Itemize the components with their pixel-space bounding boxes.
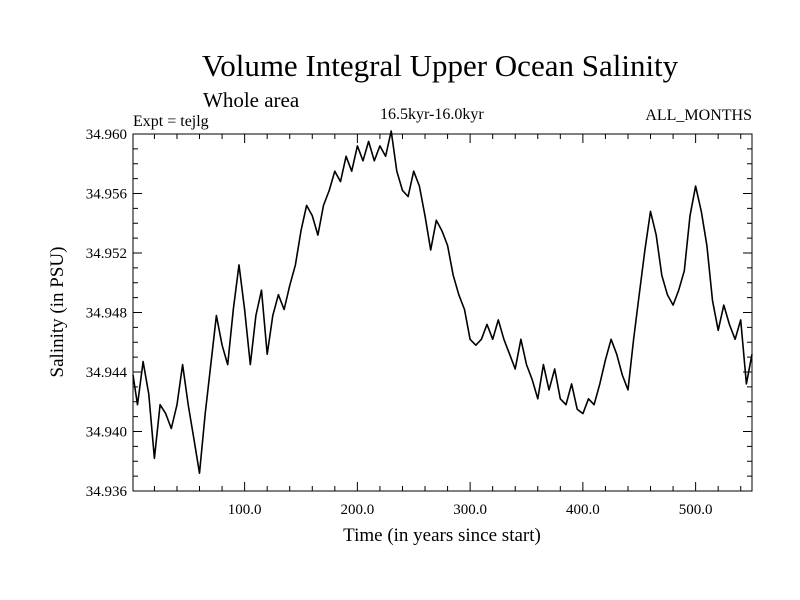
y-tick-label: 34.952 — [86, 246, 127, 262]
y-tick-label: 34.936 — [86, 484, 128, 500]
plot-frame — [132, 133, 753, 492]
experiment-label: Expt = tejlg — [133, 113, 209, 130]
chart-subtitle: Whole area — [203, 88, 300, 112]
x-tick-label: 100.0 — [228, 502, 262, 518]
y-tick-label: 34.960 — [86, 127, 127, 143]
x-tick-label: 500.0 — [679, 502, 713, 518]
y-axis-label: Salinity (in PSU) — [47, 247, 68, 378]
x-axis-label: Time (in years since start) — [343, 525, 541, 546]
y-tick-label: 34.944 — [86, 365, 128, 381]
x-tick-label: 300.0 — [453, 502, 487, 518]
salinity-series-line — [132, 130, 753, 474]
months-label: ALL_MONTHS — [645, 107, 752, 124]
x-tick-label: 400.0 — [566, 502, 600, 518]
y-tick-label: 34.948 — [86, 306, 127, 322]
period-label: 16.5kyr-16.0kyr — [380, 106, 484, 123]
y-tick-label: 34.940 — [86, 425, 127, 441]
y-tick-label: 34.956 — [86, 187, 128, 203]
axis-ticks — [133, 133, 752, 492]
chart-title: Volume Integral Upper Ocean Salinity — [201, 48, 679, 83]
tick-labels: 100.0 200.0 300.0 400.0 500.0 34.936 34.940 34.… — [86, 127, 713, 518]
x-tick-label: 200.0 — [340, 502, 374, 518]
